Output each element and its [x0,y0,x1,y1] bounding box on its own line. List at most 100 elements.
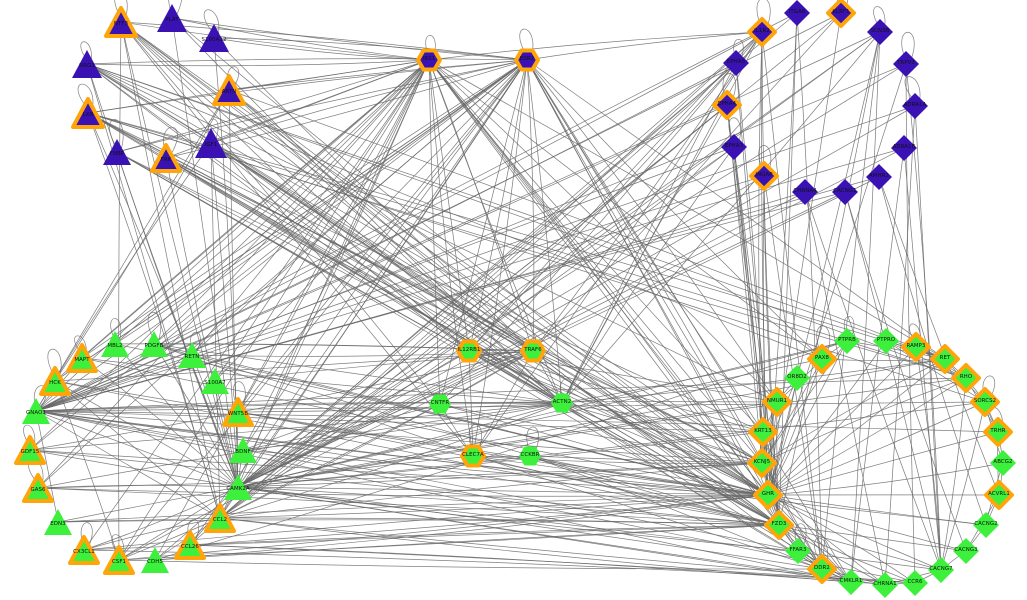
graph-edge [86,59,430,67]
graph-node-acvrl1[interactable]: ACVRL1 [982,478,1016,512]
graph-node-mbl2[interactable]: MBL2 [97,326,133,362]
triangle-glyph [201,368,229,394]
graph-node-traf6[interactable]: TRAF6 [518,336,548,366]
graph-edge [439,403,769,496]
graph-node-cacng1[interactable]: CACNG1 [828,175,862,209]
diamond-glyph [953,538,979,564]
diamond-glyph [747,17,777,47]
graph-node-ptpro[interactable]: PTPRO [869,324,903,358]
graph-edge [526,59,780,526]
graph-node-trpv3[interactable]: TRPV3 [889,47,923,81]
graph-node-gas6[interactable]: GAS6 [20,470,56,506]
graph-self-loop-edge [111,534,125,559]
graph-node-gdf15[interactable]: GDF15 [12,432,48,468]
graph-node-klrf1[interactable]: KLRF1 [824,0,858,30]
graph-node-epha4[interactable]: EPHA4 [710,88,744,122]
graph-edge [237,486,780,526]
triangle-glyph [14,435,46,465]
graph-node-cmklr1[interactable]: CMKLR1 [834,565,868,599]
graph-node-kcnj5[interactable]: KCNJ5 [745,446,779,480]
graph-node-fnbp[interactable]: FNBP [99,134,135,170]
graph-node-cx3cl1[interactable]: CX3CL1 [66,532,102,568]
graph-node-csf1[interactable]: CSF1 [101,542,137,578]
graph-self-loop-edge [843,315,855,340]
diamond-glyph [928,557,954,583]
graph-edge [761,377,967,464]
graph-node-chrna1[interactable]: CHRNA1 [868,568,902,600]
graph-node-ingap[interactable]: INGAP [747,159,781,193]
graph-node-cntfr[interactable]: CNTFR [425,389,455,419]
graph-edge [213,37,534,352]
graph-node-chrna4[interactable]: CHRNA4 [788,175,822,209]
graph-node-igf1[interactable]: IGF1 [191,123,231,163]
graph-edge [237,402,563,413]
graph-edge [526,31,763,61]
graph-edge [529,455,852,583]
graph-edge [83,517,221,551]
graph-node-plat[interactable]: PLAT [153,0,191,37]
graph-edge [237,62,737,488]
graph-node-nmur1[interactable]: NMUR1 [760,385,794,419]
graph-edge [237,350,470,488]
graph-node-itga8[interactable]: ITGA8 [780,0,814,30]
graph-node-il12rb1[interactable]: IL12RB1 [454,336,484,366]
graph-edge [35,146,735,412]
graph-node-cckbr[interactable]: CCKBR [515,441,545,471]
graph-node-nrg1[interactable]: NRG1 [68,45,106,83]
graph-edge [35,410,763,464]
graph-node-amhr2[interactable]: AMHR2 [862,160,896,194]
graph-node-wnt5b[interactable]: WNT5B [220,394,256,430]
graph-edge [219,462,763,519]
graph-node-abcg2[interactable]: ABCG2 [986,446,1020,480]
graph-node-pdgfb[interactable]: PDGFB [136,326,172,362]
graph-edge [87,59,528,114]
graph-edge [228,59,430,91]
graph-node-scn3b[interactable]: SCN3B [863,15,897,49]
graph-node-bdnf[interactable]: BDNF [225,432,261,468]
graph-node-artn[interactable]: ARTN [210,71,248,109]
graph-node-gnao1[interactable]: GNAO1 [18,393,54,429]
graph-node-lxn[interactable]: LXN [69,94,107,132]
graph-edge [213,37,430,61]
graph-edge [428,59,441,405]
graph-node-ccr6[interactable]: CCR6 [898,566,932,600]
graph-node-ntf3[interactable]: NTF3 [102,3,140,41]
graph-node-frk[interactable]: FRK [148,140,184,176]
graph-node-epha3[interactable]: EPHA3 [717,130,751,164]
graph-edge [526,59,946,360]
graph-node-ghr[interactable]: GHR [751,478,785,512]
graph-self-loop-edge [114,0,128,21]
diamond-glyph [873,328,899,354]
graph-node-adra1a[interactable]: ADRA1A [898,89,932,123]
graph-edge [237,358,946,488]
diamond-glyph [973,512,999,538]
graph-node-sorcs2[interactable]: SORCS2 [968,385,1002,419]
diamond-glyph [872,572,898,598]
graph-edge [761,31,823,570]
graph-node-krt13[interactable]: KRT13 [746,415,780,449]
graph-edge [35,410,987,526]
graph-edge [54,380,769,496]
graph-edge [189,544,852,583]
diamond-glyph [712,90,742,120]
graph-node-ccl26[interactable]: CCL26 [172,527,208,563]
graph-self-loop-edge [559,378,572,402]
graph-edge [87,112,848,342]
graph-node-trhr[interactable]: TRHR [981,415,1015,449]
graph-node-s100a12[interactable]: S100A12 [195,19,233,57]
graph-node-actn2[interactable]: ACTN2 [547,388,577,418]
diamond-glyph [784,0,810,26]
graph-edge [767,358,946,496]
graph-edge [242,59,528,451]
graph-node-irs1[interactable]: IRS1 [414,45,444,75]
graph-node-esr2[interactable]: ESR2 [512,45,542,75]
graph-edge [761,462,823,570]
graph-node-cdh5[interactable]: CDH5 [137,542,173,578]
graph-node-clec7a[interactable]: CLEC7A [458,441,488,471]
graph-edge [219,31,763,519]
diamond-glyph [807,554,837,584]
graph-node-epha5[interactable]: EPHA5 [719,46,753,80]
graph-edge [844,191,967,552]
graph-edge [439,59,528,405]
graph-node-il1r2[interactable]: IL1R2 [745,15,779,49]
